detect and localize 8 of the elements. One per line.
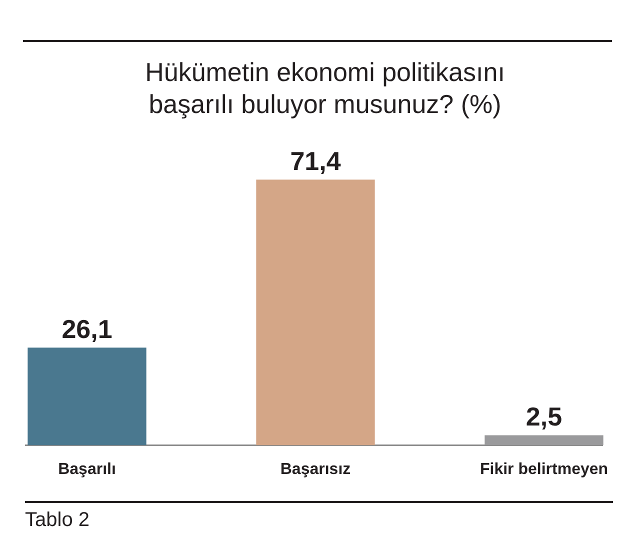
chart-title: Hükümetin ekonomi politikasını başarılı buluyor musunuz? (%) bbox=[144, 56, 506, 120]
x-tick-label: Başarısız bbox=[280, 460, 351, 478]
data-label: 71,4 bbox=[290, 146, 342, 176]
data-label: 2,5 bbox=[526, 402, 562, 432]
text: Tablo 2 bbox=[25, 509, 90, 531]
x-tick-label: Fikir belirtmeyen bbox=[480, 460, 608, 478]
x-tick-label: Başarılı bbox=[58, 460, 116, 478]
data-label: 26,1 bbox=[62, 314, 112, 344]
